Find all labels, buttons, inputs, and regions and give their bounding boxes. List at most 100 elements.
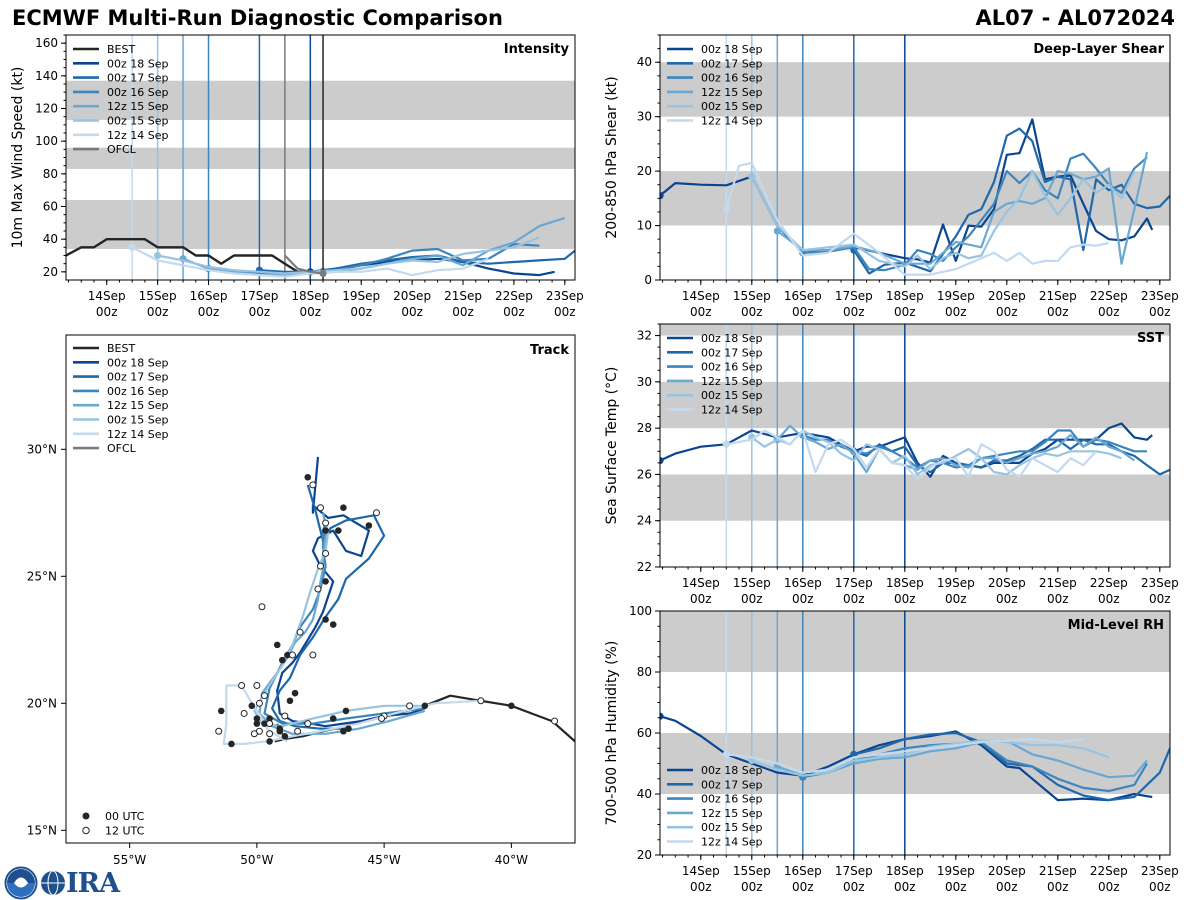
legend-label: 00z 17 Sep [701,778,763,791]
x-tick-label: 23Sep [1141,576,1179,590]
track-marker-12utc [266,720,274,728]
x-tick-label: 00z [198,305,220,319]
track-marker-12utc [317,562,324,570]
x-tick-label: 19Sep [937,576,975,590]
track-marker-00utc [284,651,291,659]
y-axis-label: 700-500 hPa Humidity (%) [604,641,620,826]
legend-label: 12z 14 Sep [107,428,169,441]
series-line-00z-15-sep [751,739,1110,777]
x-tick-label: 19Sep [937,289,975,303]
track-marker-00utc [291,689,299,697]
series-line-12z-15-sep [776,739,1148,779]
y-tick-label: 28 [637,421,652,435]
x-tick-label: 00z [741,592,763,606]
panel-title: SST [1137,331,1164,346]
y-tick-label: 20 [637,164,652,178]
series-init-marker [128,243,136,251]
x-tick-label: 00z [894,880,916,894]
x-tick-label: 00z [843,880,865,894]
track-marker-00utc [279,656,286,664]
legend-marker-open [82,826,90,835]
x-tick-label: 21Sep [1039,289,1077,303]
x-tick-label: 00z [792,305,814,319]
track-marker-12utc [215,727,223,735]
x-tick-label: 14Sep [682,576,720,590]
series-init-marker [722,440,730,448]
x-tick-label: 15Sep [733,576,771,590]
y-tick-label: 15°N [27,823,57,837]
series-init-marker [660,712,664,720]
legend-label: 00z 16 Sep [107,385,169,398]
x-tick-label: 00z [300,305,322,319]
x-tick-label: 20Sep [988,864,1026,878]
track-marker-12utc [309,651,317,659]
x-tick-label: 16Sep [784,576,822,590]
x-tick-label: 00z [401,305,423,319]
track-line-00z-17-sep [271,484,386,730]
y-tick-label: 0 [644,273,652,287]
x-tick-label: 00z [792,592,814,606]
x-tick-label: 00z [690,592,712,606]
figure-title-left: ECMWF Multi-Run Diagnostic Comparison [12,6,503,30]
x-tick-label: 16Sep [784,289,822,303]
threshold-band [66,199,575,249]
legend-label: 00z 18 Sep [107,356,169,369]
legend-label: 12z 15 Sep [701,86,763,99]
track-marker-12utc [322,549,330,557]
track-marker-12utc [477,697,485,705]
x-tick-label: 45°W [368,853,401,867]
legend-label: 00z 16 Sep [701,361,763,374]
y-tick-label: 30 [637,375,652,389]
series-init-marker [748,172,756,181]
series-line-00z-17-sep [853,731,1170,802]
track-marker-12utc [250,730,258,738]
threshold-band [660,62,1170,117]
x-tick-label: 23Sep [1141,864,1179,878]
x-tick-label: 00z [350,305,372,319]
x-tick-label: 00z [1047,592,1069,606]
track-marker-00utc [345,725,352,732]
track-marker-00utc [421,702,429,710]
track-marker-12utc [322,519,330,527]
legend-label: BEST [107,342,135,355]
x-tick-label: 00z [147,305,169,319]
x-tick-label: 20Sep [988,576,1026,590]
track-marker-00utc [322,578,329,585]
noaa-logo-icon [4,866,38,900]
track-marker-00utc [253,720,261,727]
series-init-marker [722,750,730,758]
x-tick-label: 18Sep [886,289,924,303]
x-tick-label: 14Sep [682,289,720,303]
x-tick-label: 00z [945,880,967,894]
x-tick-label: 21Sep [444,289,482,303]
track-marker-00utc [261,720,268,727]
legend-label: OFCL [107,442,137,455]
legend-label: 00z 15 Sep [701,389,763,402]
legend-label: 00z 15 Sep [701,821,763,834]
legend-label: 12z 14 Sep [701,115,763,128]
track-marker-00utc [340,504,347,512]
legend-label: 00z 17 Sep [701,346,763,359]
x-tick-label: 00z [945,592,967,606]
series-line-12z-14-sep [725,161,1110,276]
legend-marker-filled [82,812,90,820]
track-marker-12utc [294,727,302,735]
x-tick-label: 00z [945,305,967,319]
track-marker-00utc [217,707,225,715]
track-marker-00utc [273,641,281,649]
y-tick-label: 10 [637,219,652,233]
track-marker-12utc [253,682,261,690]
track-marker-12utc [261,692,269,700]
legend-label: 00z 17 Sep [107,72,169,85]
track-marker-12utc [317,504,324,512]
x-tick-label: 23Sep [546,289,584,303]
y-tick-label: 32 [637,329,652,343]
track-marker-00utc [365,522,373,529]
legend-label: 00z 18 Sep [107,57,169,70]
y-tick-label: 100 [35,134,58,148]
x-tick-label: 00z [1149,880,1171,894]
x-tick-label: 00z [452,305,474,319]
track-marker-12utc [309,481,317,489]
x-tick-label: 00z [894,305,916,319]
y-tick-label: 160 [35,36,58,50]
